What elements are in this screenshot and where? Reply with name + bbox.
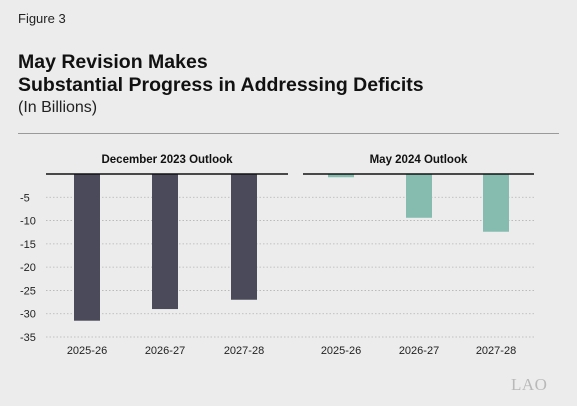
y-tick-label: -5 — [20, 192, 30, 204]
chart-title: May Revision Makes Substantial Progress … — [18, 51, 424, 97]
y-tick-label: -35 — [20, 332, 36, 344]
x-tick-label: 2025-26 — [67, 345, 107, 357]
bar — [74, 174, 100, 321]
x-tick-label: 2026-27 — [399, 345, 439, 357]
y-tick-label: -20 — [20, 262, 36, 274]
chart-subtitle: (In Billions) — [18, 99, 98, 116]
y-tick-label: -15 — [20, 239, 36, 251]
figure-label: Figure 3 — [18, 11, 66, 26]
chart-title-line-1: May Revision Makes — [18, 51, 208, 73]
lao-logo: LAO — [511, 375, 548, 394]
bar — [406, 174, 432, 218]
bar — [483, 174, 509, 232]
panel-title: December 2023 Outlook — [101, 154, 233, 166]
y-tick-label: -25 — [20, 285, 36, 297]
bar — [328, 174, 354, 178]
title-divider — [18, 133, 559, 134]
bar — [231, 174, 257, 300]
y-tick-label: -10 — [20, 216, 36, 228]
x-tick-label: 2027-28 — [476, 345, 516, 357]
y-tick-label: -30 — [20, 309, 36, 321]
x-tick-label: 2025-26 — [321, 345, 361, 357]
x-tick-label: 2027-28 — [224, 345, 264, 357]
panel-title: May 2024 Outlook — [370, 154, 468, 166]
x-tick-label: 2026-27 — [145, 345, 185, 357]
chart-title-line-2: Substantial Progress in Addressing Defic… — [18, 74, 424, 96]
bar — [152, 174, 178, 310]
